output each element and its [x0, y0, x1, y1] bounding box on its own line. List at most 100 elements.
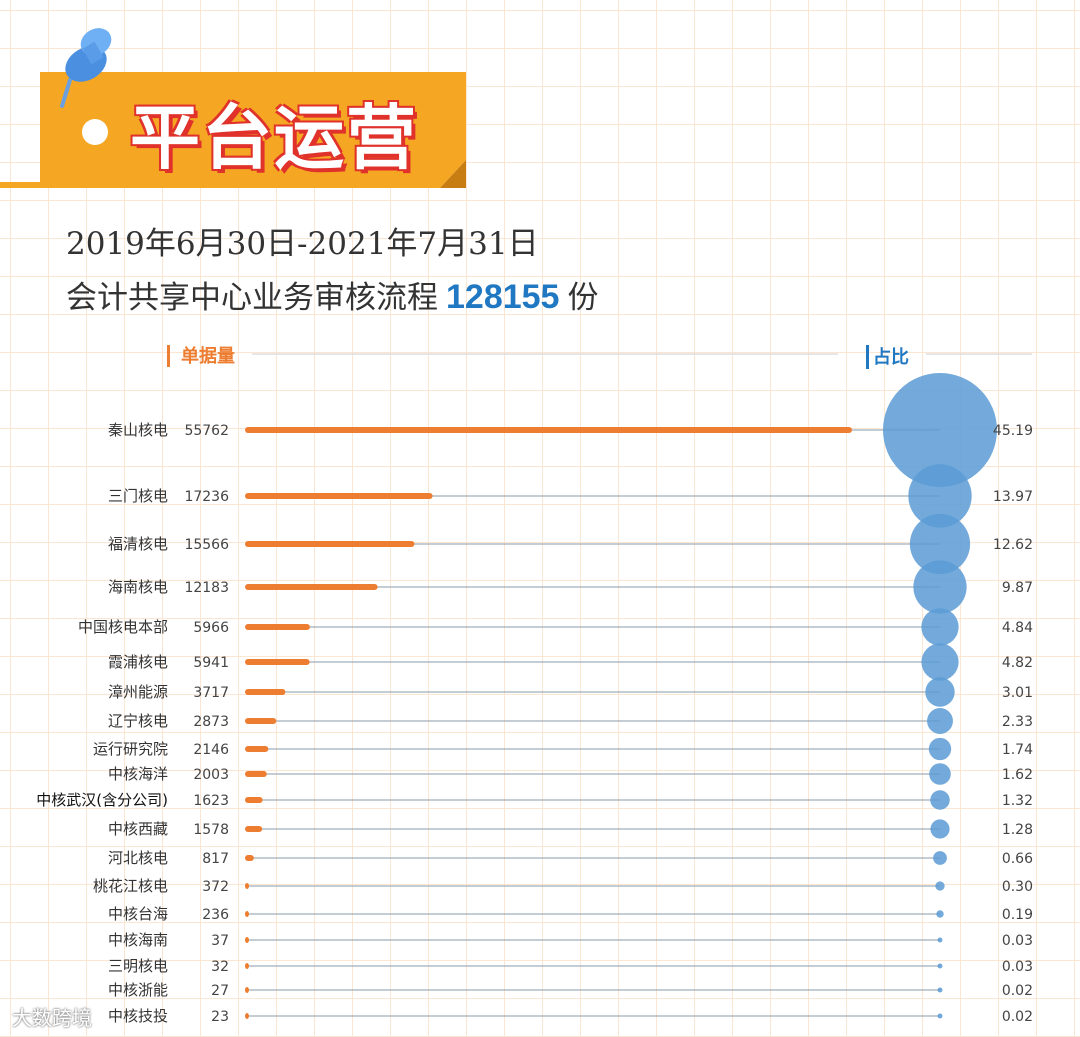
share-bubble	[929, 763, 951, 785]
value-label: 2003	[193, 767, 229, 783]
category-label: 中核西藏	[108, 820, 168, 838]
value-label: 5941	[193, 655, 229, 671]
category-label: 辽宁核电	[108, 712, 168, 730]
pushpin-icon	[60, 28, 112, 108]
value-label: 32	[211, 959, 229, 975]
value-label: 2873	[193, 714, 229, 730]
share-label: 0.30	[1002, 879, 1033, 895]
value-label: 372	[202, 879, 229, 895]
bar	[245, 624, 310, 630]
category-label: 中国核电本部	[78, 618, 168, 636]
banner-dot	[82, 119, 108, 145]
share-bubble	[928, 737, 952, 761]
category-label: 漳州能源	[108, 683, 168, 701]
value-label: 12183	[184, 580, 229, 596]
share-label: 0.03	[1002, 933, 1033, 949]
summary-line: 会计共享中心业务审核流程 128155 份	[66, 272, 598, 317]
legend-left-label: 单据量	[181, 345, 235, 367]
bar	[245, 987, 249, 993]
category-label: 福清核电	[108, 535, 168, 553]
category-label: 霞浦核电	[108, 653, 168, 671]
share-bubble	[883, 373, 997, 487]
category-label: 中核海洋	[108, 765, 168, 783]
summary-unit: 份	[567, 280, 599, 316]
share-label: 12.62	[993, 537, 1033, 553]
legend-right-label: 占比	[873, 346, 909, 368]
banner-fold	[440, 160, 466, 188]
share-bubble	[936, 910, 944, 918]
bar	[245, 584, 378, 590]
bar	[245, 541, 415, 547]
bar	[245, 689, 286, 695]
bar	[245, 493, 433, 499]
value-label: 17236	[184, 489, 229, 505]
banner-tail	[0, 182, 40, 188]
legend-left-marker	[167, 345, 170, 367]
value-label: 27	[211, 983, 229, 999]
bar	[245, 1013, 249, 1019]
value-label: 37	[211, 933, 229, 949]
share-bubble	[933, 851, 947, 865]
category-label: 三明核电	[108, 957, 168, 975]
bar	[245, 963, 249, 969]
share-bubble	[937, 987, 943, 993]
category-label: 桃花江核电	[93, 877, 168, 895]
share-bubble	[921, 643, 959, 681]
share-bubble	[909, 513, 971, 575]
share-bubble	[927, 708, 953, 734]
banner	[0, 28, 466, 188]
share-label: 13.97	[993, 489, 1033, 505]
share-label: 9.87	[1002, 580, 1033, 596]
share-label: 3.01	[1002, 685, 1033, 701]
category-label: 三门核电	[108, 487, 168, 505]
category-label: 中核武汉(含分公司)	[36, 791, 168, 809]
category-label: 中核海南	[108, 931, 168, 949]
category-label: 运行研究院	[93, 740, 168, 758]
share-bubble	[937, 1013, 943, 1019]
value-label: 817	[202, 851, 229, 867]
category-label: 中核台海	[108, 905, 168, 923]
share-label: 4.84	[1002, 620, 1033, 636]
category-label: 秦山核电	[108, 421, 168, 439]
value-label: 3717	[193, 685, 229, 701]
value-label: 236	[202, 907, 229, 923]
value-label: 23	[211, 1009, 229, 1025]
date-range: 2019年6月30日-2021年7月31日	[66, 226, 539, 262]
share-bubble	[908, 464, 972, 528]
share-label: 1.32	[1002, 793, 1033, 809]
share-bubble	[930, 790, 950, 810]
bar	[245, 855, 254, 861]
bar	[245, 883, 250, 889]
share-bubble	[921, 608, 959, 646]
category-label: 中核技投	[108, 1007, 168, 1025]
bar	[245, 826, 263, 832]
bar	[245, 771, 267, 777]
banner-title: 平台运营	[130, 97, 418, 179]
value-label: 55762	[184, 423, 229, 439]
share-label: 2.33	[1002, 714, 1033, 730]
value-label: 1578	[193, 822, 229, 838]
bar	[245, 797, 263, 803]
share-label: 45.19	[993, 423, 1033, 439]
share-bubble	[935, 881, 945, 891]
legend-right-marker	[866, 345, 869, 369]
bar	[245, 746, 269, 752]
share-label: 0.02	[1002, 983, 1033, 999]
category-label: 中核浙能	[108, 981, 168, 999]
share-label: 0.66	[1002, 851, 1033, 867]
share-bubble	[925, 677, 955, 707]
share-label: 1.28	[1002, 822, 1033, 838]
bar	[245, 427, 852, 433]
share-bubble	[937, 963, 943, 969]
category-label: 河北核电	[108, 849, 168, 867]
share-bubble	[930, 819, 950, 839]
value-label: 2146	[193, 742, 229, 758]
share-label: 0.02	[1002, 1009, 1033, 1025]
bar	[245, 911, 249, 917]
bar	[245, 937, 249, 943]
summary-count: 128155	[446, 278, 560, 316]
share-label: 0.03	[1002, 959, 1033, 975]
share-bubble	[913, 560, 967, 614]
bar	[245, 718, 277, 724]
summary-label: 会计共享中心业务审核流程	[66, 280, 438, 316]
